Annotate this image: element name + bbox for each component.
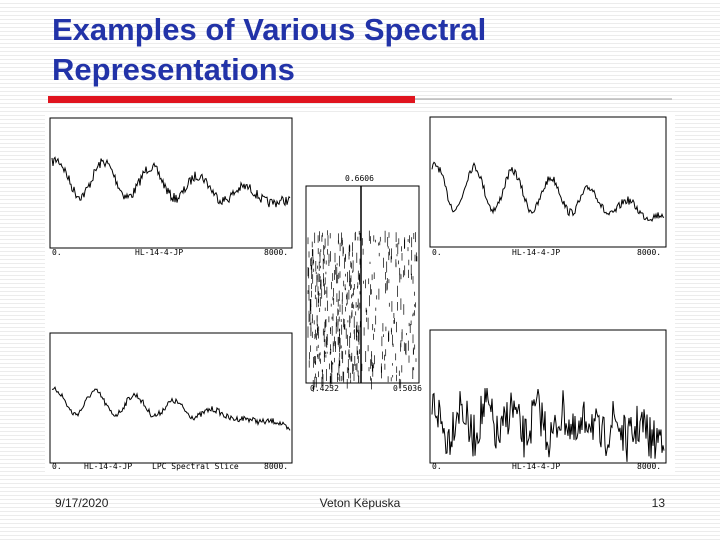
decor	[431, 387, 665, 462]
axis-end: 8000.	[264, 462, 288, 471]
panel	[429, 329, 667, 464]
panel-label: HL-14-4-JP	[84, 462, 132, 471]
axis-start: 0.	[52, 462, 62, 471]
panel	[49, 117, 293, 249]
spectrogram-right: 0.5036	[393, 384, 422, 393]
footer-author: Veton Këpuska	[320, 496, 401, 510]
spectrogram-left: 0.4232	[310, 384, 339, 393]
panel	[49, 332, 293, 464]
spectrogram-top: 0.6606	[345, 174, 374, 183]
panel-label: HL-14-4-JP	[512, 248, 560, 257]
axis-end: 8000.	[637, 248, 661, 257]
panel	[429, 116, 667, 248]
spectrogram-frame	[305, 185, 420, 384]
axis-start: 0.	[432, 248, 442, 257]
title-line: Representations	[52, 52, 295, 87]
decor	[431, 161, 665, 222]
curves	[51, 156, 665, 462]
panel-label: HL-14-4-JP	[512, 462, 560, 471]
panel-label: HL-14-4-JP	[135, 248, 183, 257]
decor	[51, 156, 291, 208]
title-rule	[48, 96, 415, 103]
panel-caption: LPC Spectral Slice	[152, 462, 239, 471]
axis-end: 8000.	[264, 248, 288, 257]
axis-start: 0.	[52, 248, 62, 257]
footer-page: 13	[652, 496, 666, 510]
axis-end: 8000.	[637, 462, 661, 471]
decor	[51, 386, 291, 431]
footer-date: 9/17/2020	[55, 496, 109, 510]
title-line: Examples of Various Spectral	[52, 12, 486, 47]
axis-start: 0.	[432, 462, 442, 471]
